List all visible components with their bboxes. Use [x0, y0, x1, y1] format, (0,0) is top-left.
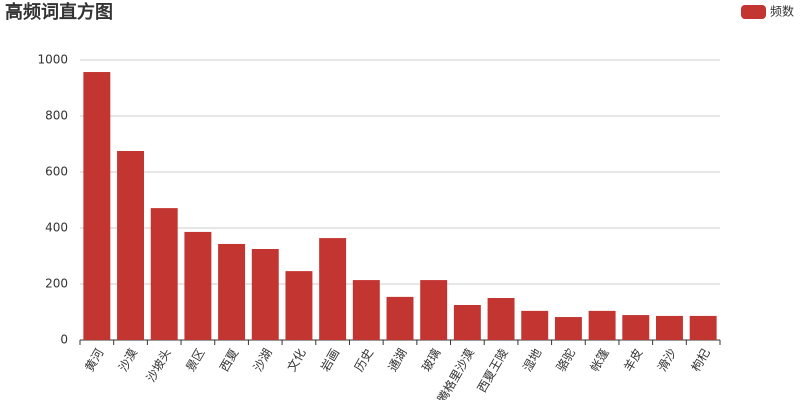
y-tick-label: 0: [60, 333, 68, 347]
bar: [521, 310, 549, 340]
x-tick-label: 通湖: [385, 346, 410, 374]
x-tick-label: 枸杞: [688, 346, 713, 374]
bar: [622, 315, 650, 340]
bar: [319, 238, 347, 340]
x-tick-label: 玻璃: [419, 346, 443, 374]
x-tick-label: 帐篷: [587, 346, 612, 374]
x-tick-label: 滑沙: [655, 346, 679, 374]
legend-swatch: [741, 5, 766, 19]
bar: [150, 208, 178, 340]
x-tick-label: 黄河: [82, 346, 106, 374]
bar: [420, 280, 448, 340]
bar: [251, 249, 279, 340]
bar: [352, 280, 380, 340]
bar: [453, 305, 481, 340]
chart-title: 高频词直方图: [5, 1, 113, 23]
x-tick-label: 岩画: [317, 346, 342, 374]
bar: [689, 315, 717, 340]
x-tick-label: 文化: [284, 346, 309, 374]
bar: [218, 243, 246, 340]
x-tick-label: 西夏: [217, 346, 241, 374]
bar: [386, 296, 414, 340]
y-tick-label: 400: [45, 221, 68, 235]
x-tick-label: 羊皮: [620, 346, 645, 374]
x-tick-label: 景区: [183, 346, 207, 374]
x-tick-label: 骆驼: [553, 346, 578, 374]
x-tick-label: 沙漠: [116, 346, 140, 374]
x-tick-label: 历史: [352, 346, 376, 374]
x-tick-label: 湿地: [519, 346, 544, 374]
y-tick-label: 200: [45, 277, 68, 291]
bar: [554, 317, 582, 340]
bar: [656, 315, 683, 340]
y-tick-label: 1000: [37, 53, 68, 67]
y-tick-label: 800: [45, 109, 68, 123]
x-tick-label: 沙湖: [250, 346, 275, 374]
legend-label: 频数: [770, 4, 794, 19]
x-tick-label: 西夏王陵: [475, 346, 511, 395]
bar: [588, 310, 616, 340]
bar: [487, 298, 515, 340]
y-tick-label: 600: [45, 165, 68, 179]
bar: [83, 72, 111, 340]
x-tick-label: 沙坡头: [144, 346, 174, 384]
bar: [184, 231, 212, 340]
bar: [285, 271, 313, 340]
bar: [117, 151, 144, 340]
